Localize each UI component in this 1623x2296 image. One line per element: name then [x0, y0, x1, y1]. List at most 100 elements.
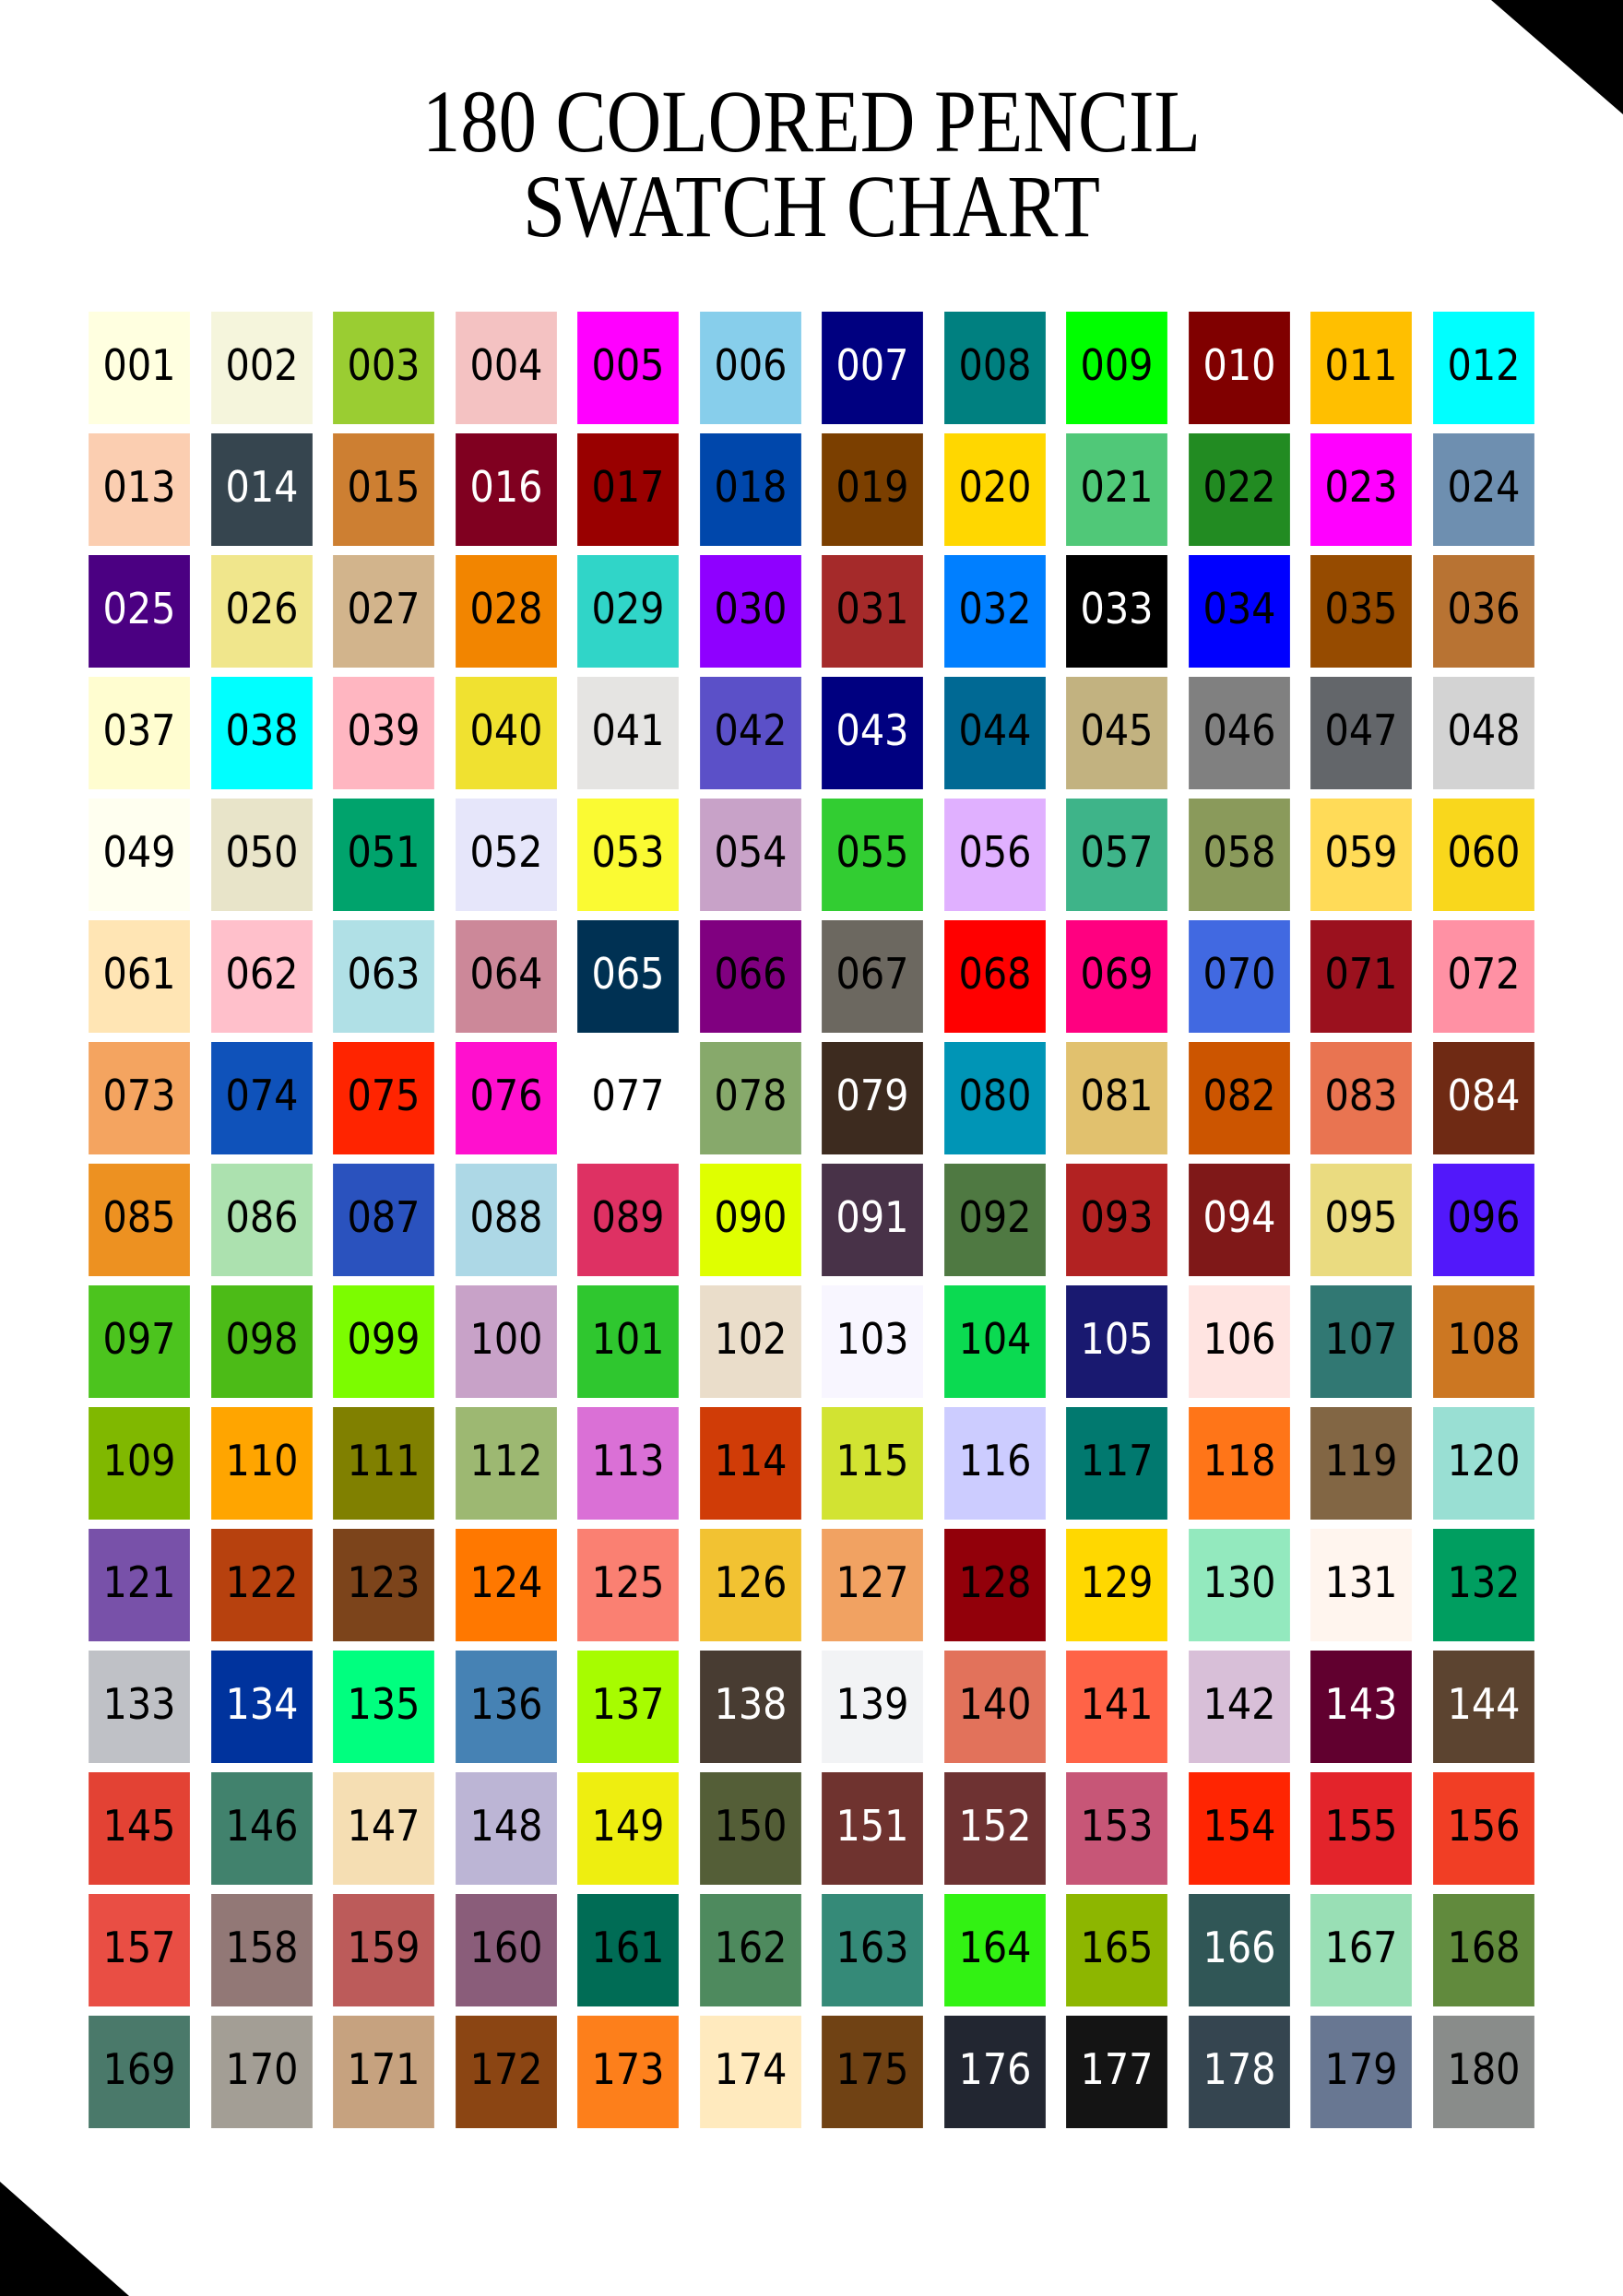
- color-swatch-030: 030: [699, 555, 801, 668]
- swatch-label: 029: [591, 584, 665, 633]
- swatch-label: 004: [468, 340, 543, 390]
- swatch-label: 003: [347, 340, 421, 390]
- color-swatch-062: 062: [210, 920, 313, 1033]
- swatch-label: 065: [591, 949, 665, 999]
- color-swatch-007: 007: [822, 312, 923, 424]
- color-swatch-043: 043: [822, 677, 923, 789]
- color-swatch-078: 078: [699, 1042, 801, 1154]
- color-swatch-080: 080: [943, 1042, 1046, 1154]
- color-swatch-099: 099: [333, 1285, 434, 1398]
- color-swatch-105: 105: [1066, 1285, 1167, 1398]
- swatch-label: 059: [1324, 827, 1398, 877]
- swatch-label: 058: [1202, 827, 1276, 877]
- color-swatch-113: 113: [577, 1407, 679, 1520]
- color-swatch-139: 139: [822, 1651, 923, 1763]
- color-swatch-020: 020: [943, 433, 1046, 546]
- swatch-label: 136: [468, 1679, 543, 1729]
- color-swatch-124: 124: [455, 1529, 557, 1641]
- color-swatch-126: 126: [699, 1529, 801, 1641]
- color-swatch-154: 154: [1188, 1772, 1290, 1885]
- swatch-label: 080: [957, 1071, 1032, 1120]
- swatch-label: 084: [1446, 1071, 1521, 1120]
- color-swatch-106: 106: [1188, 1285, 1290, 1398]
- color-swatch-107: 107: [1310, 1285, 1412, 1398]
- swatch-label: 018: [713, 462, 788, 512]
- color-swatch-121: 121: [89, 1529, 190, 1641]
- swatch-label: 077: [591, 1071, 665, 1120]
- swatch-label: 042: [713, 705, 788, 755]
- corner-triangle-bottom-left: [0, 2182, 129, 2296]
- swatch-label: 035: [1324, 584, 1398, 633]
- swatch-label: 160: [468, 1923, 543, 1972]
- color-swatch-158: 158: [210, 1894, 313, 2006]
- color-swatch-075: 075: [333, 1042, 434, 1154]
- swatch-label: 049: [102, 827, 176, 877]
- color-swatch-160: 160: [455, 1894, 557, 2006]
- swatch-label: 169: [102, 2044, 176, 2094]
- color-swatch-059: 059: [1310, 799, 1412, 911]
- swatch-label: 054: [713, 827, 788, 877]
- swatch-label: 089: [591, 1192, 665, 1242]
- color-swatch-006: 006: [699, 312, 801, 424]
- color-swatch-023: 023: [1310, 433, 1412, 546]
- color-swatch-016: 016: [455, 433, 557, 546]
- swatch-label: 092: [957, 1192, 1032, 1242]
- color-swatch-090: 090: [699, 1164, 801, 1276]
- color-swatch-177: 177: [1066, 2016, 1167, 2128]
- swatch-label: 165: [1080, 1923, 1154, 1972]
- color-swatch-142: 142: [1188, 1651, 1290, 1763]
- swatch-label: 167: [1324, 1923, 1398, 1972]
- color-swatch-009: 009: [1066, 312, 1167, 424]
- swatch-label: 031: [835, 584, 909, 633]
- swatch-label: 096: [1446, 1192, 1521, 1242]
- swatch-label: 180: [1446, 2044, 1521, 2094]
- swatch-label: 151: [835, 1801, 909, 1851]
- swatch-label: 037: [102, 705, 176, 755]
- swatch-label: 038: [224, 705, 299, 755]
- color-swatch-056: 056: [943, 799, 1046, 911]
- color-swatch-161: 161: [577, 1894, 679, 2006]
- swatch-label: 015: [347, 462, 421, 512]
- color-swatch-147: 147: [333, 1772, 434, 1885]
- color-swatch-103: 103: [822, 1285, 923, 1398]
- swatch-label: 063: [347, 949, 421, 999]
- color-swatch-045: 045: [1066, 677, 1167, 789]
- color-swatch-064: 064: [455, 920, 557, 1033]
- swatch-label: 132: [1446, 1557, 1521, 1607]
- color-swatch-130: 130: [1188, 1529, 1290, 1641]
- swatch-label: 043: [835, 705, 909, 755]
- color-swatch-048: 048: [1432, 677, 1534, 789]
- color-swatch-098: 098: [210, 1285, 313, 1398]
- color-swatch-086: 086: [210, 1164, 313, 1276]
- swatch-label: 152: [957, 1801, 1032, 1851]
- color-swatch-163: 163: [822, 1894, 923, 2006]
- color-swatch-051: 051: [333, 799, 434, 911]
- swatch-label: 107: [1324, 1314, 1398, 1364]
- swatch-label: 025: [102, 584, 176, 633]
- color-swatch-041: 041: [577, 677, 679, 789]
- swatch-label: 131: [1324, 1557, 1398, 1607]
- color-swatch-146: 146: [210, 1772, 313, 1885]
- corner-triangle-top-right: [1491, 0, 1623, 114]
- color-swatch-013: 013: [89, 433, 190, 546]
- color-swatch-153: 153: [1066, 1772, 1167, 1885]
- swatch-label: 146: [224, 1801, 299, 1851]
- swatch-label: 138: [713, 1679, 788, 1729]
- swatch-label: 163: [835, 1923, 909, 1972]
- swatch-label: 009: [1080, 340, 1154, 390]
- color-swatch-134: 134: [210, 1651, 313, 1763]
- color-swatch-074: 074: [210, 1042, 313, 1154]
- color-swatch-060: 060: [1432, 799, 1534, 911]
- color-swatch-111: 111: [333, 1407, 434, 1520]
- color-swatch-053: 053: [577, 799, 679, 911]
- swatch-label: 148: [468, 1801, 543, 1851]
- color-swatch-028: 028: [455, 555, 557, 668]
- color-swatch-173: 173: [577, 2016, 679, 2128]
- color-swatch-148: 148: [455, 1772, 557, 1885]
- color-swatch-082: 082: [1188, 1042, 1290, 1154]
- color-swatch-101: 101: [577, 1285, 679, 1398]
- color-swatch-065: 065: [577, 920, 679, 1033]
- color-swatch-118: 118: [1188, 1407, 1290, 1520]
- color-swatch-097: 097: [89, 1285, 190, 1398]
- color-swatch-179: 179: [1310, 2016, 1412, 2128]
